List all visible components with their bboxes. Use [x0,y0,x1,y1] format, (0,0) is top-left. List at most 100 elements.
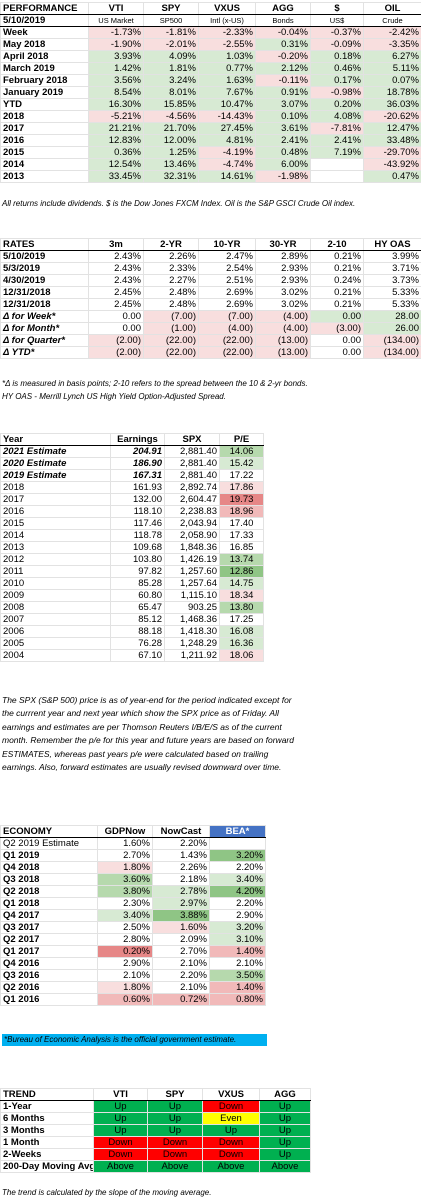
earnings-cell: 118.78 [110,529,165,542]
trend-row: 3 Months Up Up Up Up [0,1124,311,1137]
return-cell: 33.48% [363,134,421,147]
return-cell: 3.07% [255,98,311,111]
gdp-cell: 0.60% [97,993,153,1006]
col-2yr: 2-YR [143,238,199,251]
economy-row: Q1 2019 2.70% 1.43% 3.20% [0,849,266,862]
return-cell: 21.21% [88,122,144,135]
trend-cell: Down [202,1100,260,1113]
rate-cell: 26.00 [363,322,421,335]
return-cell: 4.09% [143,50,199,63]
gdp-cell: 3.40% [97,909,153,922]
return-cell: 3.93% [88,50,144,63]
earnings-cell: 67.10 [110,649,165,662]
year-cell: 2014 [0,529,111,542]
economy-row: Q1 2017 0.20% 2.70% 1.40% [0,945,266,958]
earnings-cell: 85.12 [110,613,165,626]
return-cell: -7.81% [310,122,364,135]
return-cell: 1.42% [88,62,144,75]
earnings-row: 2017 132.00 2,604.47 19.73 [0,493,264,506]
rate-cell: (1.00) [143,322,199,335]
trend-cell: Above [93,1160,148,1173]
return-cell: -0.04% [255,26,311,39]
return-cell: 16.30% [88,98,144,111]
col-earnings: Earnings [110,433,165,446]
performance-table: PERFORMANCE VTI SPY VXUS AGG $ OIL 5/10/… [0,2,421,183]
spx-cell: 1,468.36 [164,613,220,626]
year-cell: 2005 [0,637,111,650]
gdp-cell: 2.18% [152,873,210,886]
rate-cell: (4.00) [255,310,311,323]
economy-row: Q2 2017 2.80% 2.09% 3.10% [0,933,266,946]
return-cell: 0.46% [310,62,364,75]
rate-cell: 2.47% [198,250,256,263]
trend-cell: Up [147,1124,203,1137]
spx-cell: 2,881.40 [164,445,220,458]
spx-cell: 2,881.40 [164,457,220,470]
earnings-header-row: Year Earnings SPX P/E [0,433,264,446]
trend-cell: Down [147,1148,203,1161]
pe-cell: 18.96 [219,505,264,518]
trend-col-spy: SPY [147,1088,203,1101]
earnings-cell: 60.80 [110,589,165,602]
gdp-cell: 2.20% [152,837,210,850]
pe-cell: 18.06 [219,649,264,662]
quarter-label: Q3 2016 [0,969,98,982]
return-cell: 10.47% [198,98,256,111]
return-cell: 27.45% [198,122,256,135]
return-cell: 2.12% [255,62,311,75]
performance-row: 2014 12.54% 13.46% -4.74% 6.00% -43.92% [0,158,421,171]
rate-cell: 0.21% [310,298,364,311]
return-cell: 7.19% [310,146,364,159]
trend-cell: Down [93,1136,148,1149]
return-cell: -43.92% [363,158,421,171]
trend-cell: Up [93,1112,148,1125]
quarter-label: Q4 2016 [0,957,98,970]
gdp-cell: 2.80% [97,933,153,946]
rate-cell: (22.00) [143,334,199,347]
return-cell: -4.74% [198,158,256,171]
performance-row: 2015 0.36% 1.25% -4.19% 0.48% 7.19% -29.70% [0,146,421,159]
pe-cell: 13.80 [219,601,264,614]
return-cell [310,170,364,183]
rate-cell: (22.00) [198,346,256,359]
rate-cell: 2.43% [88,262,144,275]
return-cell: 12.00% [143,134,199,147]
pe-cell: 14.06 [219,445,264,458]
spx-cell: 2,604.47 [164,493,220,506]
rate-cell: 3.73% [363,274,421,287]
return-cell: 8.01% [143,86,199,99]
trend-cell: Up [259,1100,311,1113]
earnings-row: 2007 85.12 1,468.36 17.25 [0,613,264,626]
return-cell: -0.09% [310,38,364,51]
return-cell: -0.37% [310,26,364,39]
gdp-cell: 3.50% [209,969,266,982]
rate-cell: 2.48% [143,286,199,299]
trend-col-vxus: VXUS [202,1088,260,1101]
pe-cell: 15.42 [219,457,264,470]
col-vxus: VXUS [198,2,256,15]
rate-cell: 2.69% [198,286,256,299]
spx-cell: 1,426.19 [164,553,220,566]
row-label: 2015 [0,146,89,159]
rate-cell: 5.33% [363,298,421,311]
pe-cell: 13.74 [219,553,264,566]
return-cell: 4.08% [310,110,364,123]
trend-row: 1-Year Up Up Down Up [0,1100,311,1113]
return-cell: -0.98% [310,86,364,99]
col-spx: SPX [164,433,220,446]
pe-cell: 16.36 [219,637,264,650]
rate-cell: 5.33% [363,286,421,299]
return-cell: -1.98% [255,170,311,183]
spx-cell: 1,418.30 [164,625,220,638]
economy-row: Q4 2018 1.80% 2.26% 2.20% [0,861,266,874]
return-cell: 0.07% [363,74,421,87]
gdp-cell: 2.26% [152,861,210,874]
return-cell: 0.31% [255,38,311,51]
col-10yr: 10-YR [198,238,256,251]
trend-cell: Even [202,1112,260,1125]
rate-cell: (13.00) [255,334,311,347]
row-label: 12/31/2018 [0,298,89,311]
rates-row: Δ YTD* (2.00) (22.00) (22.00) (13.00) 0.00 (13… [0,346,421,359]
trend-cell: Up [259,1124,311,1137]
return-cell: -29.70% [363,146,421,159]
